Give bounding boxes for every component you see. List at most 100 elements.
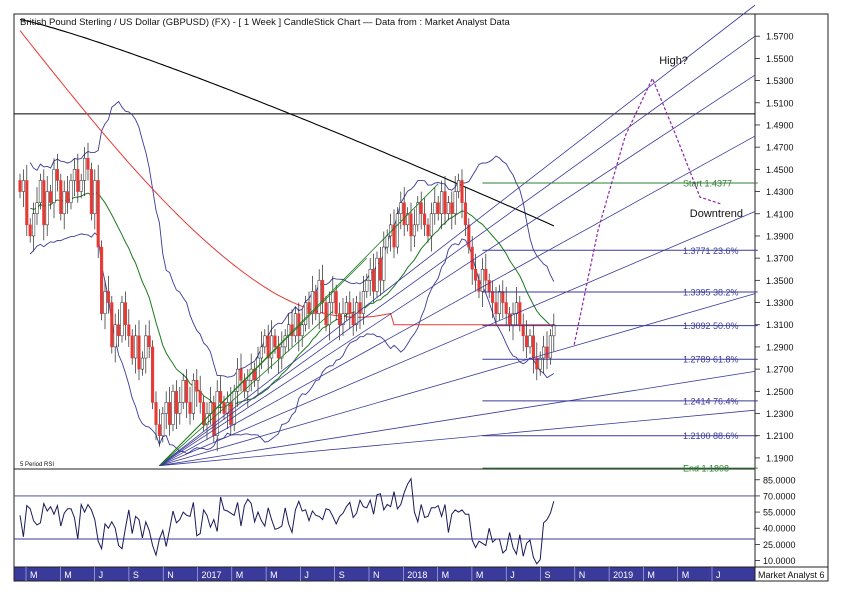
price-tick-label: 1.3900 — [766, 231, 794, 241]
candle-body — [38, 180, 42, 203]
candle-body — [178, 402, 182, 414]
candle-body — [361, 291, 365, 314]
candle-body — [365, 280, 369, 292]
fan-line — [159, 293, 756, 467]
candle-body — [191, 379, 195, 414]
candle-body — [514, 302, 518, 314]
time-tick-label: J — [716, 570, 721, 580]
candle-body — [412, 224, 416, 237]
candle-body — [168, 402, 172, 425]
candle-body — [477, 280, 481, 292]
price-tick-label: 1.2300 — [766, 409, 794, 419]
candle-body — [59, 180, 63, 215]
fib-label: 1.3092 50.0% — [683, 321, 739, 331]
candle-body — [202, 402, 206, 425]
candle-body — [389, 224, 393, 237]
candle-body — [443, 191, 447, 215]
candle-body — [484, 268, 488, 281]
corner-label-box — [754, 566, 829, 582]
candle-body — [239, 368, 243, 381]
corner-label: Market Analyst 6 — [758, 570, 825, 580]
candle-body — [511, 313, 515, 325]
fan-line — [159, 35, 756, 466]
fan-line — [159, 4, 756, 466]
candle-body — [344, 302, 348, 314]
candle-body — [545, 346, 549, 359]
candle-body — [535, 357, 539, 370]
candle-body — [263, 335, 267, 348]
candle-body — [49, 191, 53, 203]
green-fan-line — [159, 257, 368, 466]
time-tick-label: M — [647, 570, 655, 580]
candle-body — [151, 346, 155, 403]
rsi-tick-label: 70.0000 — [763, 491, 796, 501]
time-tick-label: M — [236, 570, 244, 580]
candle-body — [317, 280, 321, 314]
fib-label: 1.2414 76.4% — [683, 396, 739, 406]
candle-body — [164, 402, 168, 414]
rsi-line — [19, 477, 555, 565]
candle-body — [331, 291, 335, 303]
candle-body — [280, 346, 284, 359]
candle-body — [552, 324, 556, 337]
candle-body — [106, 291, 110, 303]
price-tick-label: 1.5700 — [766, 32, 794, 42]
candle-body — [450, 202, 454, 215]
price-tick-label: 1.3700 — [766, 254, 794, 264]
fan-line — [159, 370, 756, 467]
time-tick-label: S — [545, 570, 551, 580]
candle-body — [72, 169, 76, 181]
candle-body — [348, 302, 352, 314]
price-panel: Start 1.4377 1.3771 23.6% 1.3395 38.2% 1.30… — [14, 4, 758, 474]
candle-body — [117, 324, 121, 337]
price-tick-label: 1.4100 — [766, 209, 794, 219]
candle-body — [304, 302, 308, 325]
price-tick-label: 1.1900 — [766, 453, 794, 463]
candle-body — [28, 224, 32, 237]
fan-line — [159, 74, 756, 467]
rsi-tick-label: 10.0000 — [763, 556, 796, 566]
price-tick-label: 1.4300 — [766, 187, 794, 197]
candle-body — [409, 213, 413, 237]
candle-body — [375, 257, 379, 292]
candle-body — [300, 324, 304, 337]
candle-body — [402, 202, 406, 226]
candle-body — [100, 246, 104, 314]
candle-body — [392, 224, 396, 248]
rsi-tick-label: 85.0000 — [763, 475, 796, 485]
candle-body — [378, 257, 382, 281]
candle-body — [474, 268, 478, 281]
fib-label: Start 1.4377 — [683, 179, 732, 189]
ma-long — [19, 18, 555, 227]
candle-body — [433, 202, 437, 215]
rsi-panel — [14, 477, 755, 565]
candle-body — [188, 402, 192, 414]
price-tick-label: 1.2900 — [766, 342, 794, 352]
candle-body — [93, 180, 97, 215]
time-tick-label: M — [64, 570, 72, 580]
candle-body — [382, 246, 386, 281]
candle-body — [161, 413, 165, 436]
candle-body — [52, 169, 56, 203]
price-tick-label: 1.5500 — [766, 54, 794, 64]
candle-body — [528, 335, 532, 348]
candle-body — [18, 180, 22, 192]
candle-body — [521, 324, 525, 337]
candle-body — [440, 191, 444, 215]
candle-body — [351, 313, 355, 325]
candle-body — [195, 379, 199, 392]
candle-body — [137, 335, 141, 370]
candle-body — [276, 346, 280, 359]
candle-body — [259, 346, 263, 359]
candle-body — [314, 291, 318, 314]
candle-body — [385, 235, 389, 248]
candle-body — [154, 402, 158, 425]
rsi-panel-frame — [13, 468, 756, 568]
candle-body — [21, 180, 25, 192]
time-tick-label: J — [304, 570, 309, 580]
candle-body — [273, 335, 277, 348]
time-tick-label: M — [270, 570, 278, 580]
annotation: High? — [659, 55, 688, 67]
candle-body — [423, 213, 427, 226]
